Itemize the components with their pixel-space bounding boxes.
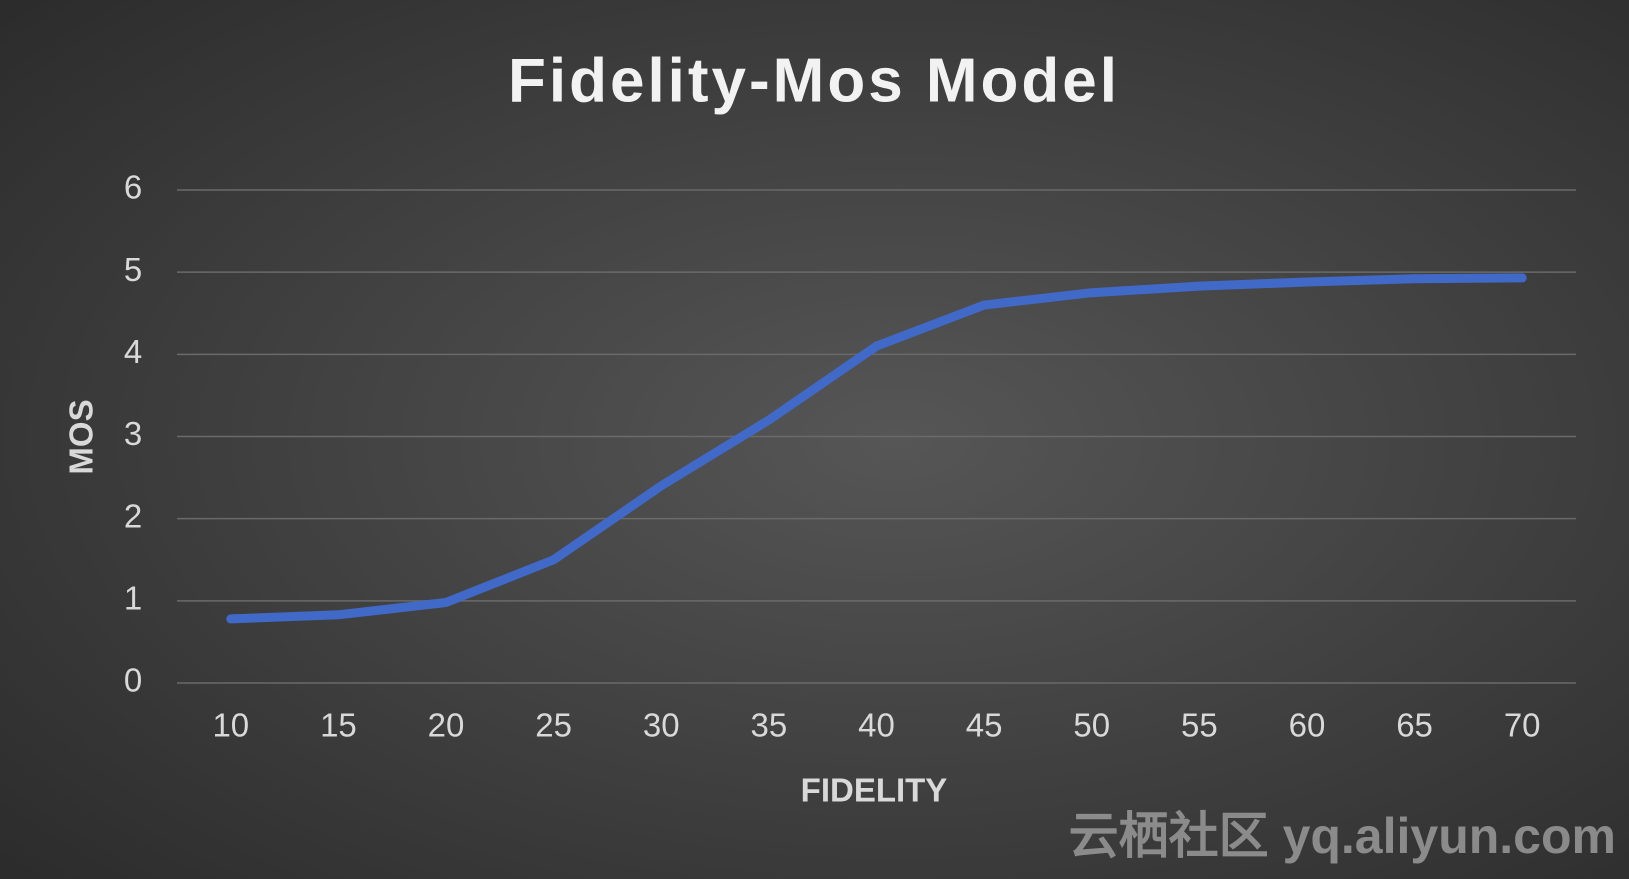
y-tick-label: 4 xyxy=(124,333,142,370)
x-tick-label: 20 xyxy=(428,707,465,744)
x-tick-label: 25 xyxy=(535,707,572,744)
x-tick-label: 50 xyxy=(1073,707,1110,744)
x-tick-label: 15 xyxy=(320,707,357,744)
x-tick-label: 35 xyxy=(751,707,788,744)
y-axis-label: MOS xyxy=(63,399,100,474)
chart-title: Fidelity-Mos Model xyxy=(508,46,1120,115)
x-tick-label: 30 xyxy=(643,707,680,744)
x-tick-label: 70 xyxy=(1504,707,1541,744)
x-tick-label: 65 xyxy=(1396,707,1433,744)
y-tick-label: 0 xyxy=(124,662,142,699)
x-axis-label: FIDELITY xyxy=(801,772,948,809)
y-tick-label: 1 xyxy=(124,580,142,617)
y-tick-label: 5 xyxy=(124,251,142,288)
watermark: 云栖社区 yq.aliyun.com xyxy=(1069,808,1616,864)
x-tick-label: 40 xyxy=(858,707,895,744)
x-tick-label: 10 xyxy=(212,707,249,744)
y-tick-label: 6 xyxy=(124,169,142,206)
y-tick-label: 3 xyxy=(124,415,142,452)
y-tick-label: 2 xyxy=(124,497,142,534)
x-tick-label: 55 xyxy=(1181,707,1218,744)
data-line xyxy=(226,273,1527,624)
x-tick-label: 45 xyxy=(966,707,1003,744)
x-tick-label: 60 xyxy=(1289,707,1326,744)
